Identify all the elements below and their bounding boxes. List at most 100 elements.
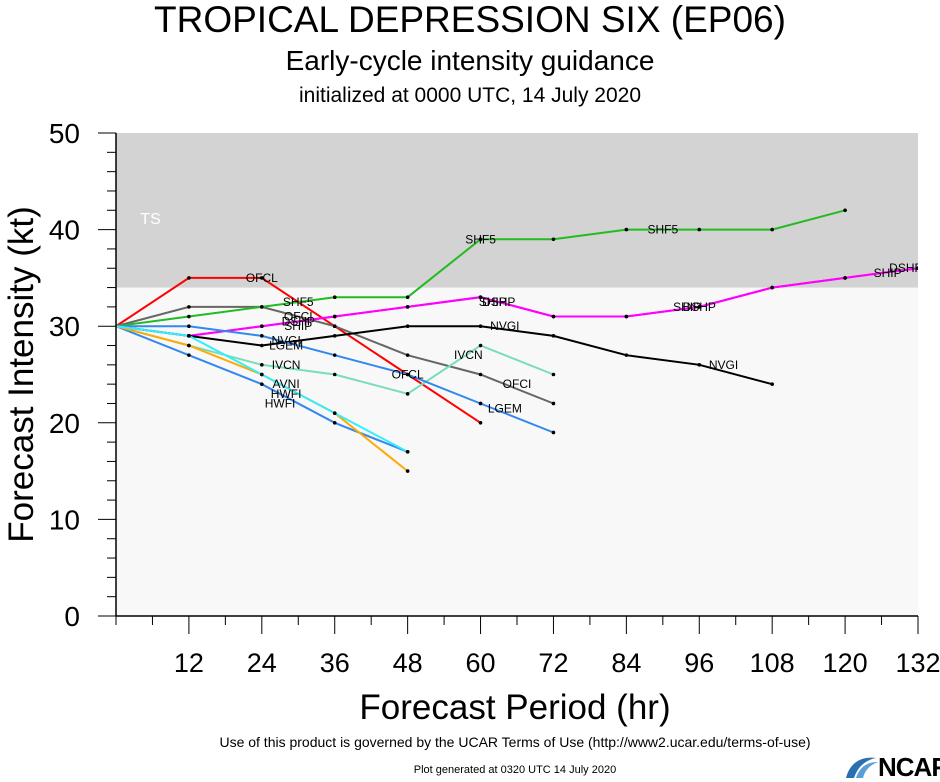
series-label-nvgi: NVGI: [271, 334, 300, 348]
data-point-nvgi: [405, 324, 410, 329]
series-label-dshp: DSHP: [482, 295, 515, 309]
series-label-hwfi: HWFI: [271, 387, 302, 401]
data-point-nvgi: [478, 324, 483, 329]
data-point-hwfi: [405, 449, 410, 454]
chart-title: TROPICAL DEPRESSION SIX (EP06): [154, 0, 786, 40]
data-point-shf5: [770, 227, 774, 232]
ncar-logo-text: NCAR: [878, 752, 940, 782]
data-point-ship: [405, 305, 410, 309]
x-tick-label: 24: [247, 648, 277, 678]
x-tick-label: 60: [466, 648, 496, 678]
data-point-ivcn: [332, 372, 337, 377]
series-label-ship: SHIP: [673, 300, 701, 314]
series-label-shf5: SHF5: [647, 223, 678, 237]
data-point-hwfi: [260, 372, 264, 377]
y-tick-label: 40: [49, 215, 80, 246]
series-label-ship: SHIP: [874, 266, 902, 280]
series-label-avni: AVNI: [273, 377, 300, 391]
terms-of-use: Use of this product is governed by the U…: [219, 734, 811, 750]
y-axis-title: Forecast Intensity (kt): [2, 206, 41, 542]
series-label-ofci: OFCI: [503, 377, 532, 391]
ts-band-label: TS: [140, 211, 160, 228]
series-label-ship: SHIP: [284, 319, 312, 333]
data-point-ship: [260, 324, 264, 329]
data-point-lgem: [187, 324, 191, 329]
data-point-shf5: [551, 237, 556, 242]
data-point-drcl: [187, 353, 191, 357]
data-point-ofcl: [187, 276, 191, 280]
data-point-ship: [843, 276, 847, 280]
data-point-ship: [332, 314, 337, 319]
data-point-shf5: [187, 314, 191, 319]
x-tick-label: 108: [750, 648, 795, 678]
data-point-avni: [405, 469, 410, 473]
data-point-shf5: [624, 227, 629, 232]
data-point-shf5: [478, 237, 483, 242]
data-point-ship: [697, 305, 702, 309]
x-tick-label: 36: [320, 648, 350, 678]
x-tick-label: 72: [538, 648, 568, 678]
series-label-dshp: DSHP: [683, 300, 716, 314]
y-tick-label: 0: [64, 601, 80, 632]
y-tick-label: 50: [49, 118, 80, 149]
data-point-nvgi: [260, 343, 264, 348]
x-axis-title: Forecast Period (hr): [359, 688, 670, 727]
data-point-lgem: [405, 372, 410, 377]
data-point-ivcn: [551, 372, 556, 377]
data-point-drcl: [332, 421, 337, 425]
data-point-hwfi: [187, 334, 191, 338]
data-point-drcl: [260, 382, 264, 386]
series-label-ofcl: OFCL: [246, 271, 278, 285]
ncar-logo-icon: [846, 757, 878, 778]
data-point-shf5: [843, 208, 847, 213]
data-point-ivcn: [405, 392, 410, 396]
series-line-nvgi: [116, 325, 773, 386]
series-label-ship: SHIP: [479, 295, 507, 309]
data-point-shf5: [260, 305, 264, 309]
series-label-ofci: OFCI: [284, 310, 313, 324]
series-label-nvgi: NVGI: [490, 319, 519, 333]
data-point-nvgi: [697, 363, 702, 367]
series-label-hwfi: HWFI: [265, 396, 296, 410]
x-tick-label: 120: [823, 648, 868, 678]
data-point-shf5: [697, 227, 702, 232]
series-label-lgem: LGEM: [488, 401, 522, 415]
data-point-shf5: [405, 295, 410, 300]
data-point-lgem: [332, 353, 337, 357]
data-point-avni: [187, 343, 191, 348]
series-label-dshp: DSHP: [889, 261, 922, 275]
data-point-ship: [916, 266, 918, 271]
data-point-ivcn: [260, 363, 264, 367]
y-tick-label: 30: [49, 311, 80, 342]
data-point-ofcl: [260, 276, 264, 280]
data-point-nvgi: [624, 353, 629, 357]
data-point-ship: [624, 314, 629, 319]
init-time: initialized at 0000 UTC, 14 July 2020: [298, 84, 642, 107]
data-point-ofci: [478, 372, 483, 377]
data-point-ship: [478, 295, 483, 300]
data-point-ship: [770, 285, 774, 290]
data-point-lgem: [551, 430, 556, 435]
data-point-ofci: [405, 353, 410, 357]
data-point-shf5: [332, 295, 337, 300]
x-tick-label: 96: [684, 648, 714, 678]
data-point-nvgi: [551, 334, 556, 338]
series-label-dshp: DSHP: [282, 314, 315, 328]
series-label-lgem: LGEM: [269, 339, 303, 353]
data-point-ship: [551, 314, 556, 319]
x-tick-label: 12: [174, 648, 204, 678]
data-point-ofci: [551, 401, 556, 406]
series-label-ivcn: IVCN: [454, 348, 483, 362]
series-label-nvgi: NVGI: [709, 358, 738, 372]
chart-subtitle: Early-cycle intensity guidance: [285, 45, 655, 76]
data-point-lgem: [478, 401, 483, 406]
data-point-lgem: [260, 334, 264, 338]
data-point-hwfi: [332, 411, 337, 415]
x-tick-label: 84: [611, 648, 641, 678]
generated-time: Plot generated at 0320 UTC 14 July 2020: [413, 764, 617, 776]
ts-band: [116, 133, 918, 288]
data-point-ofci: [332, 324, 337, 329]
series-label-shf5: SHF5: [465, 232, 496, 246]
y-tick-label: 10: [49, 504, 80, 535]
